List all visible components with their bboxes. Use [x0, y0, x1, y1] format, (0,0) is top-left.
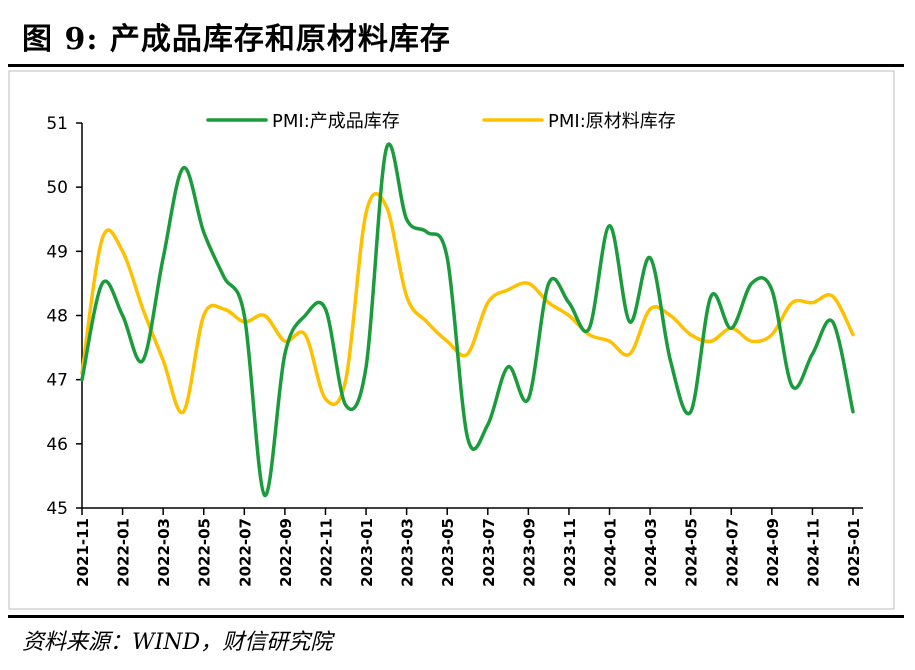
legend-label-2: PMI:原材料库存	[548, 111, 676, 132]
x-tick-label: 2022-09	[277, 518, 295, 587]
x-tick-label: 2025-01	[845, 518, 863, 587]
y-tick-label: 49	[46, 242, 68, 262]
legend: PMI:产成品库存 PMI:原材料库存	[206, 111, 676, 132]
x-tick-label: 2023-03	[399, 518, 417, 587]
y-tick-label: 47	[46, 371, 68, 391]
title-rule	[8, 64, 904, 67]
source-rule	[8, 615, 904, 618]
x-tick-label: 2022-11	[317, 518, 335, 587]
x-tick-label: 2022-05	[196, 518, 214, 587]
source-note: 资料来源：WIND，财信研究院	[22, 630, 333, 655]
y-tick-label: 48	[46, 307, 68, 327]
x-tick-label: 2023-07	[480, 518, 498, 587]
x-tick-label: 2022-01	[115, 518, 133, 587]
y-tick-label: 51	[46, 114, 68, 134]
chart-container: 45 46 47 48 49 50 51 2021-11 2022-01 2022-03 2022…	[8, 70, 904, 616]
x-tick-label: 2022-07	[236, 518, 254, 587]
x-tick-label: 2023-01	[358, 518, 376, 587]
x-tick-label: 2024-01	[602, 518, 620, 587]
x-axis: 2021-11 2022-01 2022-03 2022-05 2022-07 2022-…	[74, 507, 863, 587]
x-tick-label: 2024-07	[723, 518, 741, 587]
legend-label-1: PMI:产成品库存	[272, 111, 400, 132]
x-tick-label: 2023-11	[561, 518, 579, 587]
figure-title: 图 9: 产成品库存和原材料库存	[22, 22, 451, 57]
series-line-1	[80, 142, 855, 497]
x-tick-label: 2023-09	[520, 518, 538, 587]
x-tick-label: 2024-11	[804, 518, 822, 587]
x-tick-label: 2022-03	[155, 518, 173, 587]
x-tick-label: 2021-11	[74, 518, 92, 587]
y-tick-label: 46	[46, 435, 68, 455]
x-tick-label: 2024-09	[764, 518, 782, 587]
y-axis: 45 46 47 48 49 50 51	[46, 114, 83, 519]
y-tick-label: 45	[46, 499, 68, 519]
series-line-2	[80, 191, 855, 415]
x-tick-label: 2023-05	[439, 518, 457, 587]
x-tick-label: 2024-03	[642, 518, 660, 587]
y-tick-label: 50	[46, 178, 68, 198]
series-lines	[80, 142, 855, 497]
line-chart: 45 46 47 48 49 50 51 2021-11 2022-01 2022-03 2022…	[8, 70, 895, 610]
x-tick-label: 2024-05	[683, 518, 701, 587]
